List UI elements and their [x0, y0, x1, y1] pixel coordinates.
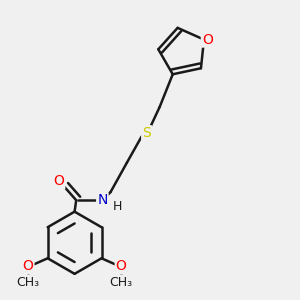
Text: O: O [202, 33, 213, 46]
Text: S: S [142, 126, 151, 140]
Text: O: O [116, 260, 127, 274]
Text: O: O [53, 174, 64, 188]
Text: N: N [97, 193, 108, 207]
Text: H: H [112, 200, 122, 213]
Text: CH₃: CH₃ [110, 276, 133, 289]
Text: O: O [22, 260, 34, 274]
Text: CH₃: CH₃ [16, 276, 40, 289]
